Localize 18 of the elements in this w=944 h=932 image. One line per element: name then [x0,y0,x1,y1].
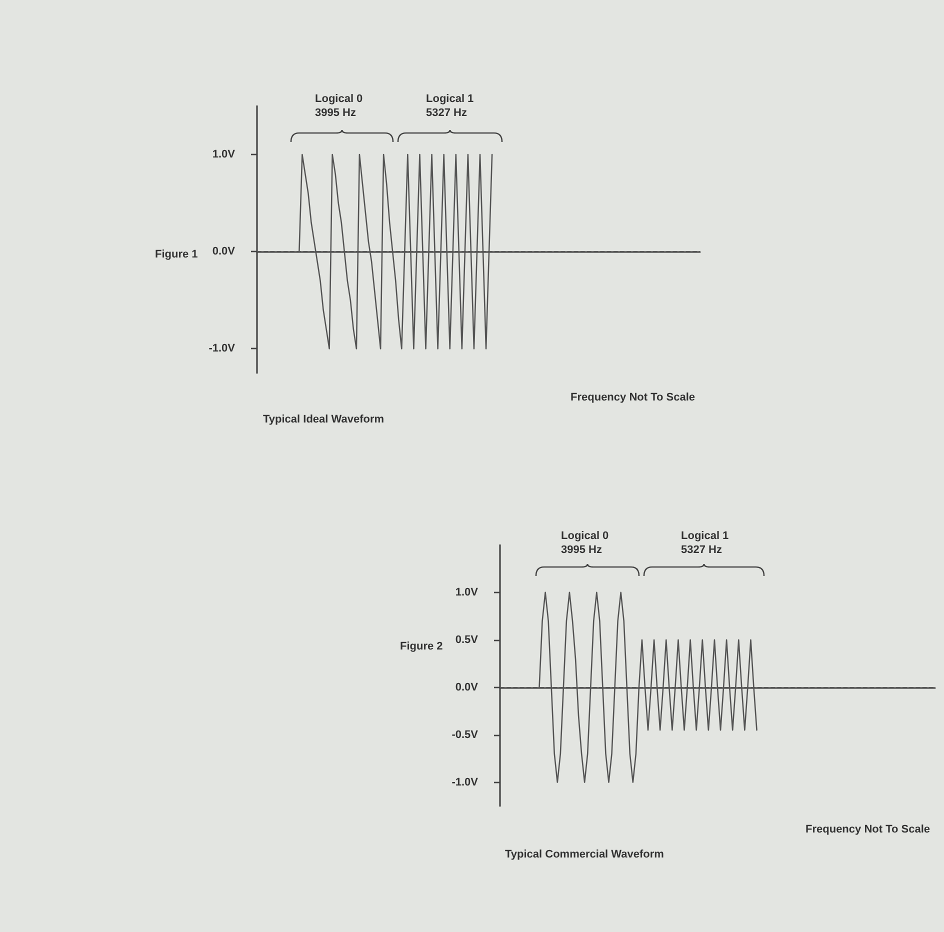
y-tick-label: 1.0V [455,586,479,598]
y-tick-label: -1.0V [452,776,479,788]
y-tick-label: 0.5V [455,634,479,646]
y-tick-label: 0.0V [212,246,236,258]
text: Typical Commercial Waveform [505,848,664,860]
y-tick-label: 0.0V [455,681,479,694]
y-tick-label: 1.0V [212,148,236,161]
text: Typical Ideal Waveform [263,414,384,426]
annotation: Logical 1 5327 Hz [681,530,729,556]
annotation: Logical 1 5327 Hz [426,93,474,119]
y-tick-label: -1.0V [208,342,236,355]
x-axis-title: Frequency Not To Scale [806,824,930,836]
text: Figure 1 [155,248,198,260]
annotation: Logical 0 3995 Hz [315,93,363,119]
y-tick-label: -0.5V [452,728,479,741]
x-axis-title: Frequency Not To Scale [570,392,696,404]
annotation: Logical 0 3995 Hz [561,530,609,556]
text: Figure 2 [400,640,443,652]
